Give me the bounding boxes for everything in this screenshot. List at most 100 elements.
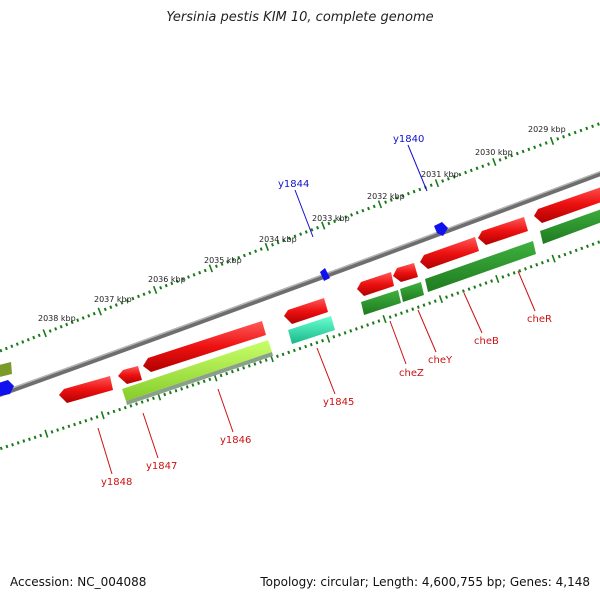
inner-ruler-minor-tick bbox=[33, 435, 37, 440]
outer-ruler-major-tick bbox=[549, 136, 555, 145]
cds-cheY[interactable] bbox=[393, 263, 418, 282]
inner-ruler-minor-tick bbox=[5, 444, 9, 449]
inner-ruler-minor-tick bbox=[394, 313, 398, 317]
accession-text: Accession: NC_004088 bbox=[10, 575, 147, 589]
outer-ruler-minor-tick bbox=[198, 270, 202, 275]
outer-ruler-major-tick bbox=[264, 242, 270, 251]
outer-ruler-minor-tick bbox=[192, 273, 196, 277]
inner-ruler-minor-tick bbox=[112, 409, 116, 414]
cds-y1845[interactable] bbox=[284, 298, 328, 324]
outer-ruler-minor-tick bbox=[481, 164, 485, 168]
outer-ruler-minor-tick bbox=[76, 318, 80, 322]
leader-line-cheR bbox=[517, 270, 536, 312]
cds-cheZ[interactable] bbox=[357, 272, 394, 296]
inner-ruler-minor-tick bbox=[140, 400, 144, 404]
outer-ruler-minor-tick bbox=[136, 294, 140, 299]
inner-ruler-major-tick bbox=[100, 411, 105, 420]
cds-reverse-green-3[interactable] bbox=[540, 206, 600, 244]
inner-ruler-minor-tick bbox=[371, 321, 375, 325]
inner-ruler-minor-tick bbox=[433, 299, 437, 303]
label-y1846[interactable]: y1846 bbox=[220, 435, 251, 446]
cds-reverse-green-1[interactable] bbox=[361, 290, 401, 315]
outer-ruler-minor-tick bbox=[131, 296, 135, 301]
outer-ruler-minor-tick bbox=[475, 166, 479, 171]
outer-ruler-minor-tick bbox=[181, 277, 185, 281]
cds-reverse-green-2[interactable] bbox=[425, 241, 536, 292]
inner-ruler-minor-tick bbox=[450, 293, 454, 297]
label-cheB[interactable]: cheB bbox=[474, 336, 499, 347]
label-y1845[interactable]: y1845 bbox=[323, 397, 354, 408]
cds-reverse-cyan[interactable] bbox=[288, 316, 335, 344]
cds-reverse-lightgreen[interactable] bbox=[122, 340, 272, 401]
outer-ruler-major-tick bbox=[152, 285, 158, 294]
inner-ruler-minor-tick bbox=[197, 381, 200, 385]
inner-ruler-major-tick bbox=[382, 315, 387, 324]
outer-ruler-minor-tick bbox=[487, 162, 490, 166]
outer-ruler-minor-tick bbox=[372, 204, 376, 209]
marker-y1840[interactable] bbox=[434, 222, 448, 236]
inner-ruler-minor-tick bbox=[135, 402, 138, 406]
label-y1840[interactable]: y1840 bbox=[393, 134, 424, 145]
outer-ruler-minor-tick bbox=[333, 219, 336, 224]
inner-ruler-minor-tick bbox=[422, 303, 426, 307]
outer-ruler-minor-tick bbox=[10, 344, 14, 349]
inner-ruler-minor-tick bbox=[118, 407, 122, 412]
label-y1848[interactable]: y1848 bbox=[101, 477, 132, 488]
outer-ruler-minor-tick bbox=[65, 322, 69, 327]
marker-y1844[interactable] bbox=[320, 268, 330, 281]
inner-ruler-minor-tick bbox=[230, 369, 234, 374]
inner-ruler-minor-tick bbox=[400, 311, 403, 315]
label-cheZ[interactable]: cheZ bbox=[399, 368, 424, 379]
outer-ruler-minor-tick bbox=[316, 225, 320, 230]
cds-cheB[interactable] bbox=[420, 237, 479, 269]
inner-ruler-major-tick bbox=[551, 254, 556, 263]
outer-ruler-minor-tick bbox=[446, 177, 450, 181]
tick-label-2031: 2031 kbp bbox=[421, 170, 459, 179]
outer-ruler-minor-tick bbox=[271, 243, 274, 247]
inner-ruler-minor-tick bbox=[106, 411, 110, 416]
tick-label-2035: 2035 kbp bbox=[204, 256, 242, 265]
outer-ruler-minor-tick bbox=[412, 189, 416, 194]
cds-reverse-green-1b[interactable] bbox=[400, 282, 424, 302]
outer-ruler-minor-tick bbox=[125, 298, 129, 303]
label-y1844[interactable]: y1844 bbox=[278, 179, 309, 190]
inner-ruler-minor-tick bbox=[191, 383, 195, 387]
inner-ruler-minor-tick bbox=[490, 279, 494, 283]
outer-ruler-minor-tick bbox=[562, 134, 566, 139]
label-y1847[interactable]: y1847 bbox=[146, 461, 177, 472]
inner-ruler-minor-tick bbox=[168, 390, 172, 395]
outer-ruler-major-tick bbox=[492, 157, 497, 167]
inner-ruler-minor-tick bbox=[569, 250, 572, 255]
inner-ruler-minor-tick bbox=[219, 373, 223, 378]
outer-ruler-minor-tick bbox=[70, 320, 74, 325]
leader-line-y1845 bbox=[316, 347, 336, 395]
cds-y1846[interactable] bbox=[143, 321, 266, 372]
outer-ruler-minor-tick bbox=[567, 132, 571, 137]
outer-ruler-minor-tick bbox=[538, 143, 542, 147]
outer-ruler-minor-tick bbox=[254, 249, 258, 253]
inner-ruler-minor-tick bbox=[580, 246, 584, 251]
label-cheY[interactable]: cheY bbox=[428, 355, 453, 366]
cds-forward-right-edge[interactable] bbox=[534, 184, 600, 223]
outer-ruler-minor-tick bbox=[32, 335, 36, 340]
outer-ruler-minor-tick bbox=[429, 183, 433, 187]
outer-ruler-major-tick bbox=[434, 179, 440, 188]
inner-ruler-minor-tick bbox=[563, 252, 567, 257]
label-cheR[interactable]: cheR bbox=[527, 314, 552, 325]
outer-ruler-minor-tick bbox=[15, 342, 19, 346]
cds-cheR[interactable] bbox=[478, 217, 528, 245]
outer-ruler-minor-tick bbox=[355, 211, 359, 215]
outer-ruler-minor-tick bbox=[226, 260, 230, 264]
inner-ruler-minor-tick bbox=[501, 275, 505, 279]
leader-line-y1846 bbox=[217, 388, 234, 433]
outer-ruler-minor-tick bbox=[242, 253, 246, 258]
outer-ruler-minor-tick bbox=[533, 145, 537, 150]
inner-ruler-minor-tick bbox=[73, 422, 76, 427]
inner-ruler-minor-tick bbox=[180, 387, 184, 391]
inner-ruler-minor-tick bbox=[518, 269, 522, 273]
inner-ruler-minor-tick bbox=[56, 428, 60, 432]
cds-y1847[interactable] bbox=[118, 366, 142, 384]
outer-ruler-minor-tick bbox=[287, 236, 291, 241]
cds-y1848[interactable] bbox=[59, 376, 113, 403]
